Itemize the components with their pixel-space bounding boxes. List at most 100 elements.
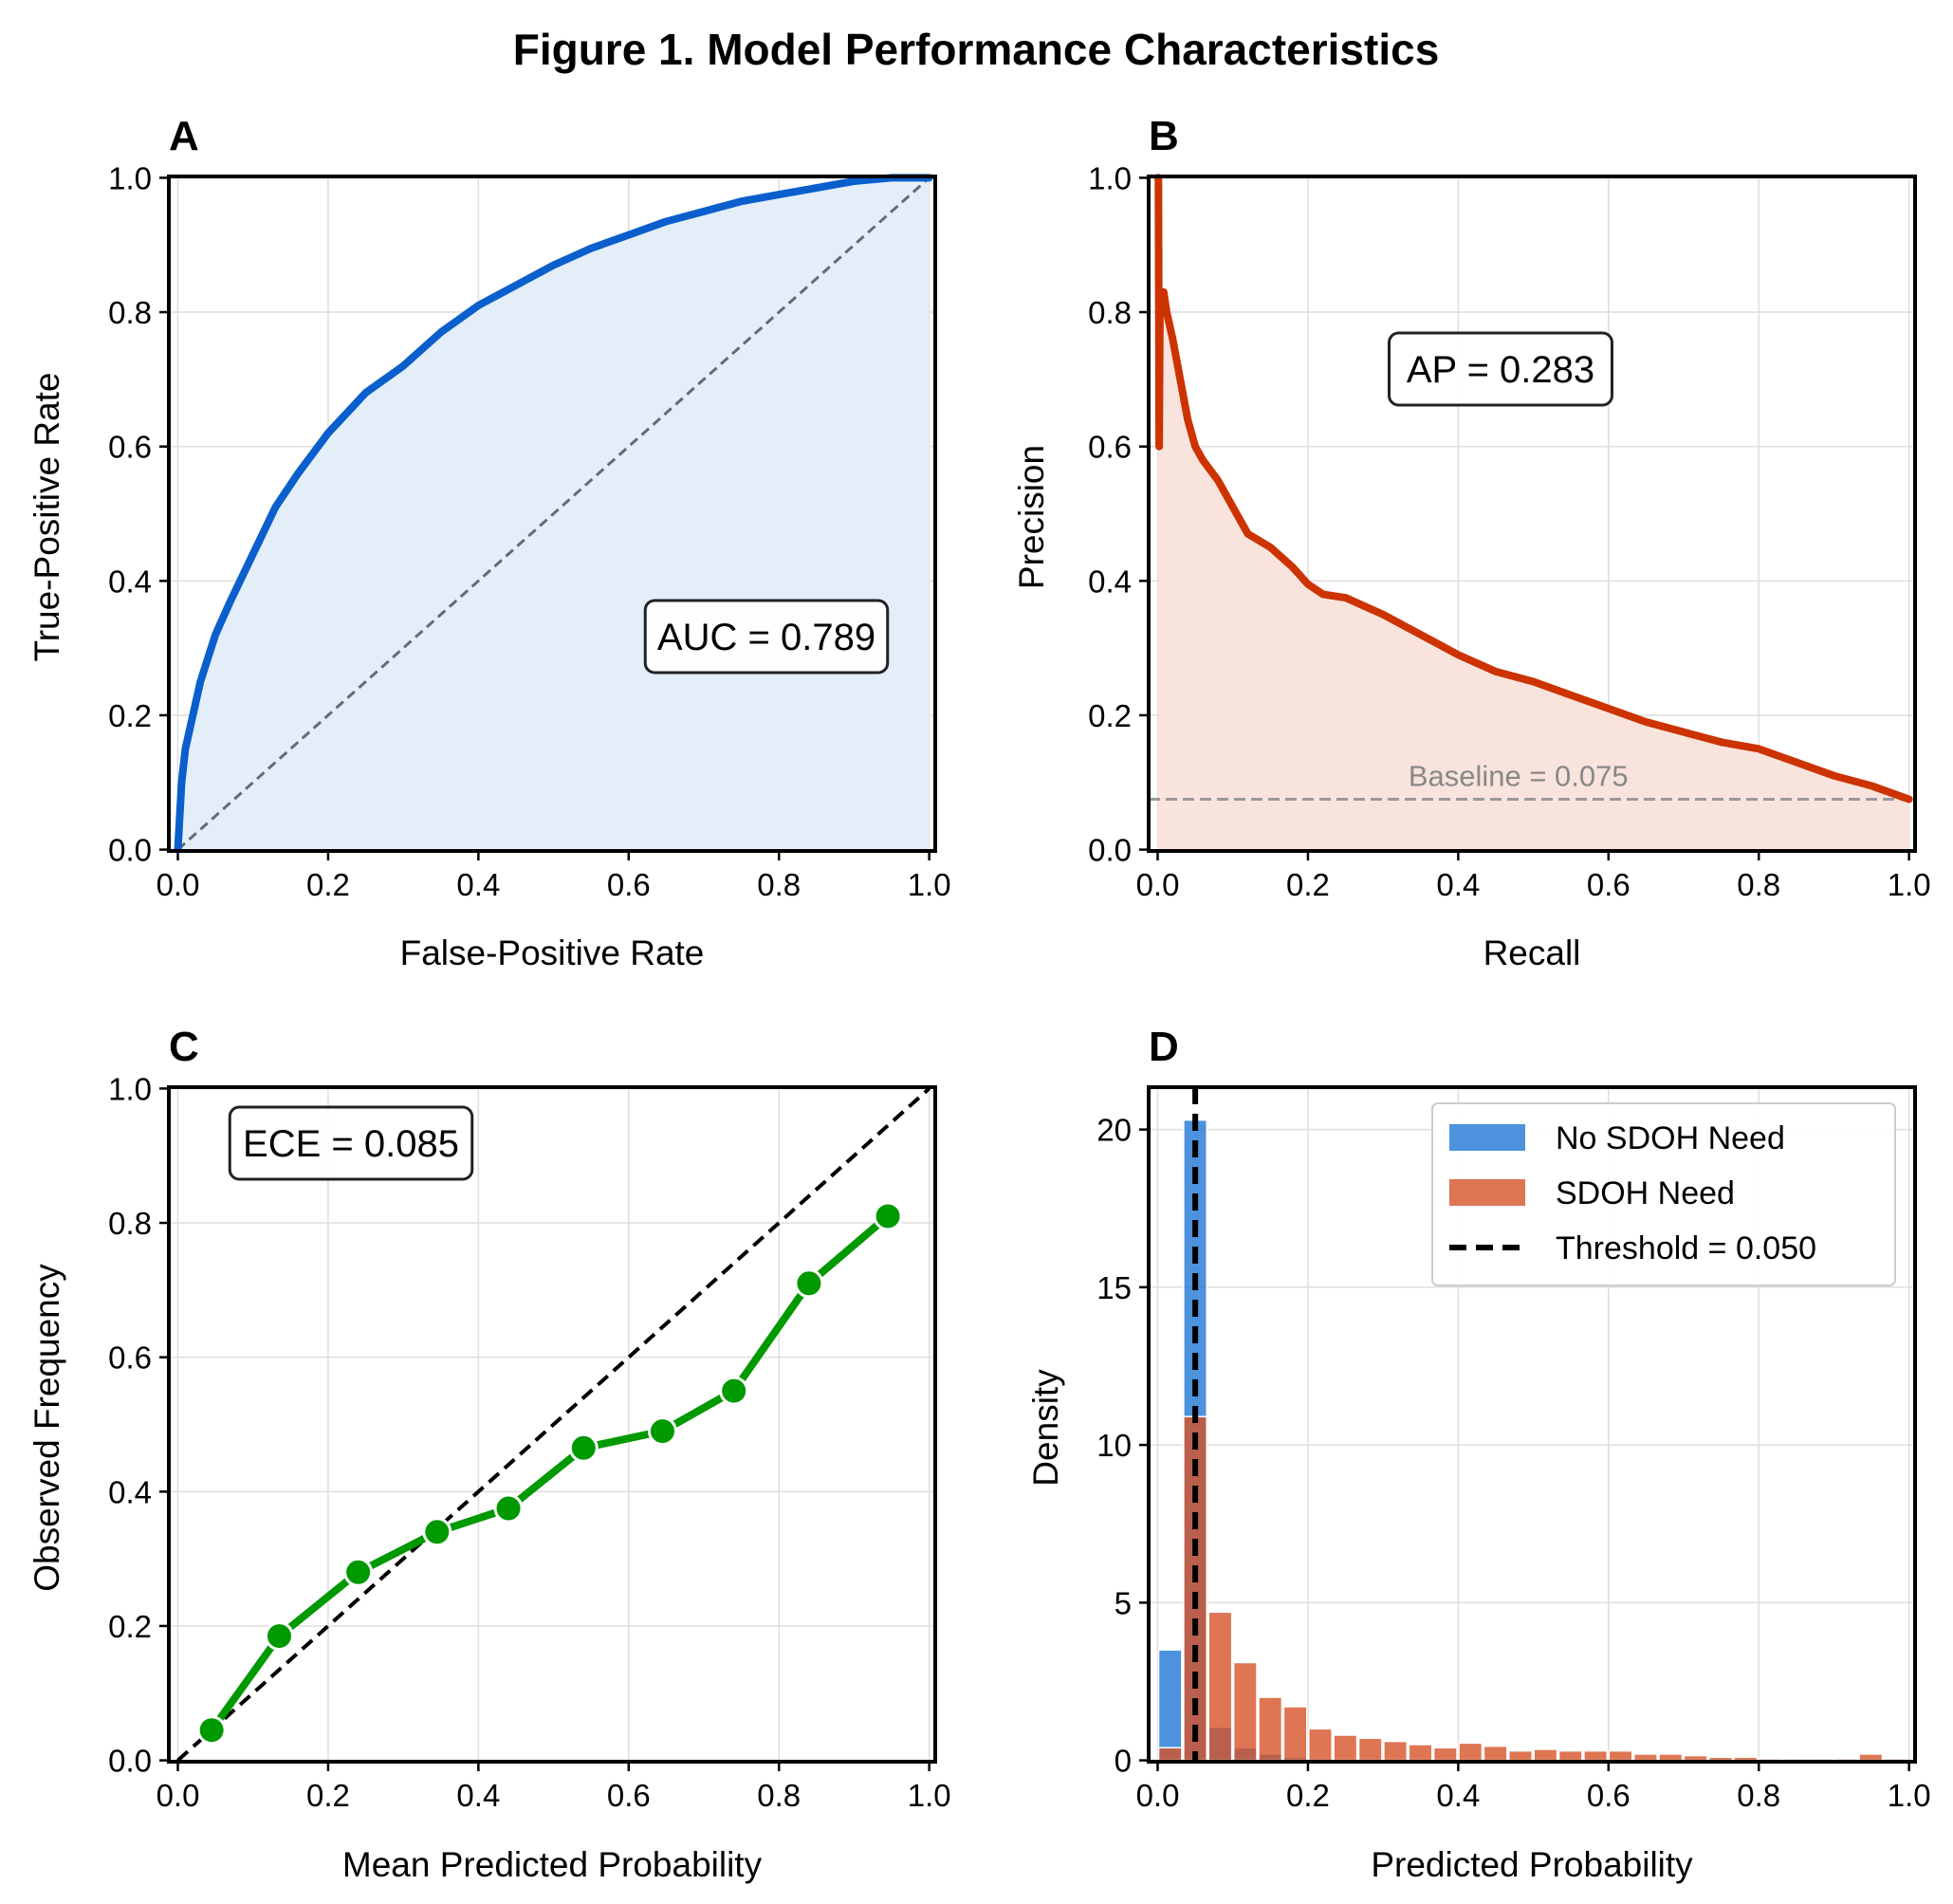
panel-d-bar-no-sdoh	[1157, 1649, 1183, 1762]
panel-d-histogram: D 0.0 0.2 0.4 0.6 0.8 1.0 0 5 10 15 20 No SDOH Need…	[1026, 1024, 1931, 1884]
panel-b-y-tick-label: 1.0	[1088, 160, 1132, 195]
panel-b-y-tick-label: 0.2	[1088, 698, 1132, 733]
panel-d-bar-sdoh	[1583, 1749, 1609, 1762]
panel-b-xlabel: Recall	[1483, 934, 1581, 972]
panel-c-x-tick-label: 0.8	[757, 1778, 801, 1813]
panel-a-curve	[174, 174, 933, 854]
panel-c-point	[873, 1201, 903, 1231]
panel-c-x-tick-label: 0.0	[157, 1778, 200, 1813]
panel-c-point	[568, 1433, 599, 1463]
panel-d-y-tick-label: 10	[1096, 1428, 1132, 1463]
panel-d-label: D	[1149, 1024, 1179, 1070]
panel-b-label: B	[1149, 113, 1179, 159]
panel-d-bar-sdoh	[1282, 1706, 1308, 1762]
panel-d-bar-sdoh	[1483, 1745, 1508, 1762]
panel-b-y-tick-label: 0.0	[1088, 833, 1132, 868]
panel-c-point	[647, 1416, 677, 1447]
panel-d-y-tick-label: 0	[1115, 1744, 1132, 1779]
panel-c-point	[719, 1376, 749, 1406]
figure-title: Figure 1. Model Performance Characterist…	[513, 25, 1440, 74]
panel-d-legend: No SDOH Need SDOH Need Threshold = 0.050	[1431, 1102, 1896, 1286]
panel-b-curve	[1153, 174, 1913, 804]
panel-b-annotation: AP = 0.283	[1388, 331, 1613, 407]
panel-c-plot: 0.0 0.2 0.4 0.6 0.8 1.0 0.0 0.2 0.4 0.6 0.8 1.0 ECE …	[108, 1071, 950, 1813]
panel-d-bar-sdoh	[1458, 1742, 1483, 1762]
panel-d-x-tick-label: 0.2	[1286, 1778, 1330, 1813]
panel-a-data	[174, 174, 933, 854]
panel-d-bar-sdoh	[1333, 1734, 1358, 1762]
panel-d-bar-sdoh	[1508, 1749, 1533, 1762]
panel-d-bar-sdoh	[1557, 1749, 1583, 1762]
panel-d-legend-swatch	[1449, 1179, 1525, 1206]
panel-b-x-tick-label: 0.6	[1587, 867, 1631, 902]
panel-b-ylabel: Precision	[1012, 445, 1051, 589]
panel-b-y-tick-label: 0.4	[1088, 564, 1132, 599]
panel-d-legend-swatch	[1449, 1124, 1525, 1151]
panel-d-y-tick-label: 20	[1096, 1113, 1132, 1148]
panel-d-bar-sdoh	[1258, 1696, 1283, 1762]
panel-d-ylabel: Density	[1026, 1369, 1065, 1487]
panel-d-plot: 0.0 0.2 0.4 0.6 0.8 1.0 0 5 10 15 20 No SDOH Need SD…	[1096, 1085, 1931, 1813]
panel-d-bar-sdoh	[1383, 1740, 1409, 1762]
panel-d-y-tick-label: 5	[1115, 1585, 1132, 1620]
panel-a-annotation-box	[643, 599, 890, 675]
panel-d-bar-sdoh	[1308, 1728, 1333, 1762]
panel-d-bar-sdoh	[1232, 1661, 1258, 1762]
panel-d-bar-sdoh	[1357, 1737, 1383, 1762]
panel-b-plot: 0.0 0.2 0.4 0.6 0.8 1.0 0.0 0.2 0.4 0.6 0.8 1.0 Base…	[1088, 160, 1930, 902]
panel-b-data: Baseline = 0.075	[1149, 174, 1915, 850]
panel-d-bar-sdoh	[1632, 1753, 1658, 1762]
panel-a-frame	[167, 175, 937, 853]
panel-d-bar-sdoh	[1658, 1753, 1684, 1762]
panel-c-label: C	[169, 1024, 199, 1070]
panel-a-plot: 0.0 0.2 0.4 0.6 0.8 1.0 0.0 0.2 0.4 0.6 0.8 1.0 AUC …	[108, 160, 950, 902]
panel-d-x-tick-label: 0.0	[1136, 1778, 1180, 1813]
panel-a-y-tick-label: 0.8	[108, 295, 152, 330]
panel-d-x-tick-label: 0.8	[1737, 1778, 1780, 1813]
panel-a-y-tick-label: 0.0	[108, 833, 152, 868]
panel-c-x-tick-label: 0.4	[456, 1778, 500, 1813]
panel-b-x-tick-label: 0.4	[1436, 867, 1480, 902]
panel-c-calibration: C 0.0 0.2 0.4 0.6 0.8 1.0 0.0 0.2 0.4 0.6 0.8 1.0 EC…	[28, 1024, 951, 1884]
panel-d-bar-sdoh	[1683, 1754, 1708, 1762]
panel-a-x-tick-label: 1.0	[908, 867, 951, 902]
panel-d-bar-sdoh	[1207, 1611, 1233, 1762]
panel-b-y-tick-label: 0.8	[1088, 295, 1132, 330]
panel-a-chance-line	[176, 176, 930, 851]
panel-d-bar-sdoh	[1533, 1748, 1558, 1762]
panel-a-y-tick-label: 0.2	[108, 698, 152, 733]
panel-c-x-tick-label: 0.2	[306, 1778, 350, 1813]
panel-d-legend-box	[1431, 1102, 1896, 1286]
panel-c-data	[176, 1086, 930, 1763]
panel-d-y-tick-label: 15	[1096, 1270, 1132, 1305]
panel-c-x-tick-label: 1.0	[908, 1778, 951, 1813]
panel-b-x-tick-label: 0.0	[1136, 867, 1180, 902]
panel-c-y-tick-label: 1.0	[108, 1071, 152, 1106]
panel-b-x-tick-label: 0.8	[1737, 867, 1780, 902]
panel-a-xlabel: False-Positive Rate	[400, 934, 705, 972]
panel-b-x-tick-label: 1.0	[1888, 867, 1931, 902]
panel-b-annotation-box	[1388, 331, 1613, 407]
panel-b-area-fill	[1157, 177, 1909, 850]
panel-b-baseline-label: Baseline = 0.075	[1409, 759, 1629, 792]
panel-c-frame	[167, 1085, 937, 1764]
panel-a-roc: A 0.0 0.2 0.4 0.6 0.8 1.0 0.0 0.2 0.4 0.6 0.8 1.0 AU…	[28, 113, 951, 972]
panel-d-x-tick-label: 0.4	[1436, 1778, 1480, 1813]
panel-a-x-tick-label: 0.0	[157, 867, 200, 902]
panel-c-point	[196, 1715, 227, 1746]
panel-c-annotation-text: ECE = 0.085	[243, 1123, 459, 1165]
panel-b-precision-recall: B 0.0 0.2 0.4 0.6 0.8 1.0 0.0 0.2 0.4 0.6 0.8 1.0 Ba…	[1012, 113, 1931, 972]
panel-d-legend-threshold-label: Threshold = 0.050	[1556, 1230, 1816, 1266]
panel-a-x-tick-label: 0.4	[456, 867, 500, 902]
panel-a-y-tick-label: 0.6	[108, 430, 152, 465]
panel-c-ylabel: Observed Frequency	[28, 1264, 66, 1592]
panel-c-point	[343, 1557, 374, 1587]
panel-d-x-tick-label: 0.6	[1587, 1778, 1631, 1813]
panel-d-legend-label: No SDOH Need	[1556, 1120, 1785, 1156]
panel-b-annotation-text: AP = 0.283	[1407, 349, 1594, 391]
panel-c-xlabel: Mean Predicted Probability	[342, 1845, 763, 1884]
panel-d-xlabel: Predicted Probability	[1371, 1845, 1693, 1884]
panel-c-y-tick-label: 0.6	[108, 1340, 152, 1376]
panel-c-point	[493, 1493, 524, 1524]
panel-d-bar-sdoh	[1432, 1747, 1458, 1762]
